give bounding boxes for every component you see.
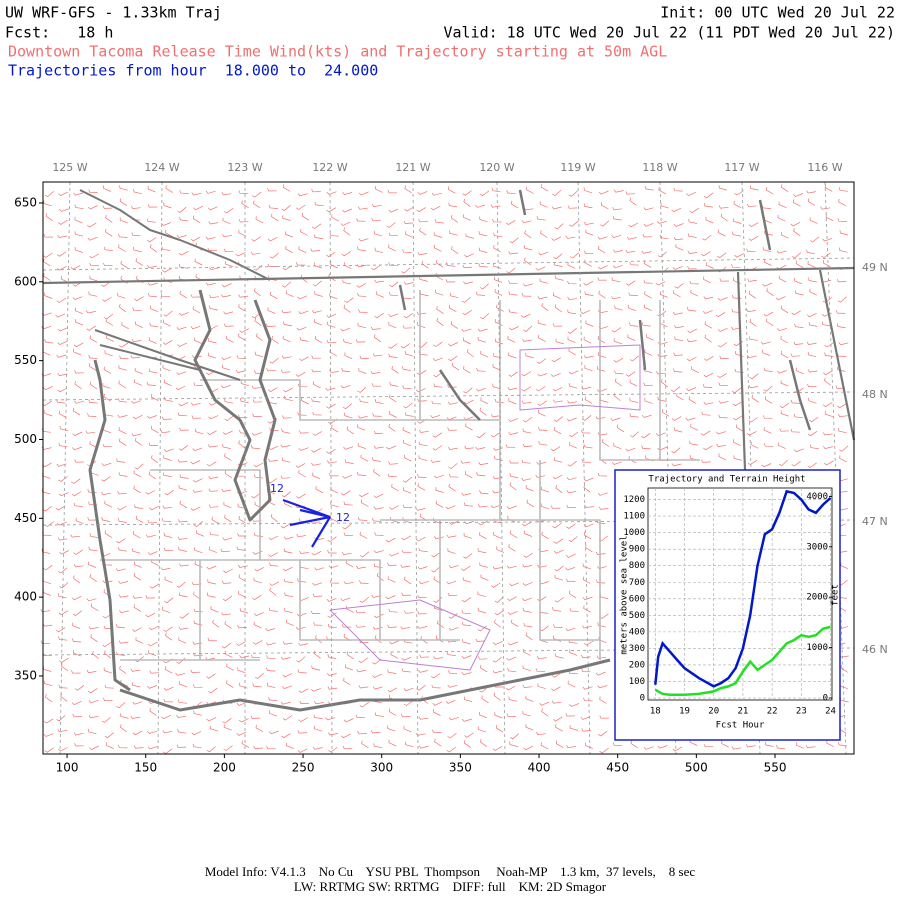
x-tick-label: 18 [650, 707, 661, 717]
y-tick-label: 1200 [623, 495, 645, 505]
y-tick-label: 100 [629, 677, 645, 687]
fcst: Fcst: 18 h [5, 24, 113, 42]
inset-title: Trajectory and Terrain Height [648, 475, 805, 485]
inset-plot [647, 487, 833, 701]
x-tick-label: 200 [213, 761, 236, 775]
county-line [499, 300, 700, 461]
valid: Valid: 18 UTC Wed 20 Jul 22 (11 PDT Wed … [443, 24, 895, 42]
strait [94, 329, 241, 381]
y-tick-label: 700 [629, 578, 645, 588]
y-tick-label: 400 [14, 590, 37, 604]
y-tick-label: 900 [629, 545, 645, 555]
coastline [42, 189, 856, 712]
inset-xlabel: Fcst Hour [716, 721, 765, 731]
y2-tick-label: 1000 [806, 643, 828, 653]
y-tick-label: 600 [629, 594, 645, 604]
county-line [539, 300, 661, 641]
x-tick-label: 23 [796, 707, 807, 717]
x-tick-label: 400 [528, 761, 551, 775]
boundary [329, 599, 491, 671]
map-frame [42, 181, 855, 755]
y2-tick-label: 2000 [806, 593, 828, 603]
y-tick-label: 400 [629, 627, 645, 637]
y-tick-label: 0 [640, 694, 645, 704]
y-tick-label: 300 [629, 644, 645, 654]
county-line [100, 559, 460, 660]
county-line [150, 469, 381, 640]
traj-label: 12 [336, 511, 350, 524]
traj-label: 12 [270, 482, 284, 495]
footer-1: Model Info: V4.1.3 No Cu YSU PBL Thompso… [205, 864, 695, 879]
x-tick-label: 450 [606, 761, 629, 775]
inset-y2label: feet [831, 584, 841, 606]
x-tick-label: 22 [767, 707, 778, 717]
footer-2: LW: RRTMG SW: RRTMG DIFF: full KM: 2D Sm… [294, 879, 607, 894]
y2-tick-label: 3000 [806, 542, 828, 552]
series-line [654, 489, 832, 688]
lon-label: 119 W [560, 161, 595, 174]
y-tick-label: 600 [14, 274, 37, 288]
county-line [120, 519, 500, 661]
subtitle: Downtown Tacoma Release Time Wind(kts) a… [8, 43, 667, 61]
y-tick-label: 650 [14, 195, 37, 209]
lon-label: 122 W [312, 161, 347, 174]
title: UW WRF-GFS - 1.33km Traj [5, 4, 222, 22]
inset-frame [614, 469, 841, 741]
x-tick-label: 150 [134, 761, 157, 775]
lon-label: 125 W [52, 161, 87, 174]
y-tick-label: 550 [14, 353, 37, 367]
init: Init: 00 UTC Wed 20 Jul 22 [660, 4, 895, 22]
y-tick-label: 1000 [623, 528, 645, 538]
lon-label: 118 W [642, 161, 677, 174]
x-tick-label: 21 [737, 707, 748, 717]
watershed [329, 344, 641, 671]
y-tick-label: 800 [629, 561, 645, 571]
lon-label: 123 W [227, 161, 262, 174]
lon-label: 116 W [807, 161, 842, 174]
state-border [736, 269, 856, 471]
y-tick-label: 500 [629, 611, 645, 621]
y-tick-label: 1100 [623, 512, 645, 522]
y-tick-label: 450 [14, 511, 37, 525]
y2-tick-label: 0 [823, 694, 828, 704]
lat-label: 46 N [862, 643, 888, 656]
geography [42, 181, 856, 755]
y-tick-label: 500 [14, 432, 37, 446]
y2-tick-label: 4000 [806, 492, 828, 502]
x-tick-label: 20 [708, 707, 719, 717]
lon-label: 120 W [479, 161, 514, 174]
lat-label: 49 N [862, 261, 888, 274]
x-tick-label: 350 [449, 761, 472, 775]
inset-ylabel: meters above sea level [620, 535, 630, 654]
x-tick-label: 24 [825, 707, 836, 717]
lon-label: 117 W [724, 161, 759, 174]
lat-label: 48 N [862, 388, 888, 401]
traj-range: Trajectories from hour 18.000 to 24.000 [8, 62, 378, 80]
lon-label: 121 W [395, 161, 430, 174]
x-tick-label: 500 [685, 761, 708, 775]
intl-border [42, 266, 855, 285]
x-tick-label: 250 [292, 761, 315, 775]
y-tick-label: 350 [14, 668, 37, 682]
x-tick-label: 300 [370, 761, 393, 775]
y-tick-label: 200 [629, 660, 645, 670]
series-line [654, 625, 831, 696]
x-tick-label: 100 [56, 761, 79, 775]
boundary [519, 344, 641, 411]
county-line [200, 290, 421, 421]
inset: Trajectory and Terrain Height Fcst Hour … [614, 469, 841, 741]
coast [88, 359, 131, 692]
puget-sound [193, 289, 277, 522]
columbia-river [119, 658, 611, 712]
vancouver-island [79, 189, 271, 281]
county-lines [100, 290, 700, 661]
trajectories [282, 498, 331, 548]
x-tick-label: 19 [679, 707, 690, 717]
lake [398, 189, 812, 431]
trajectory [282, 498, 331, 548]
lat-label: 47 N [862, 515, 888, 528]
lon-label: 124 W [144, 161, 179, 174]
x-tick-label: 550 [764, 761, 787, 775]
